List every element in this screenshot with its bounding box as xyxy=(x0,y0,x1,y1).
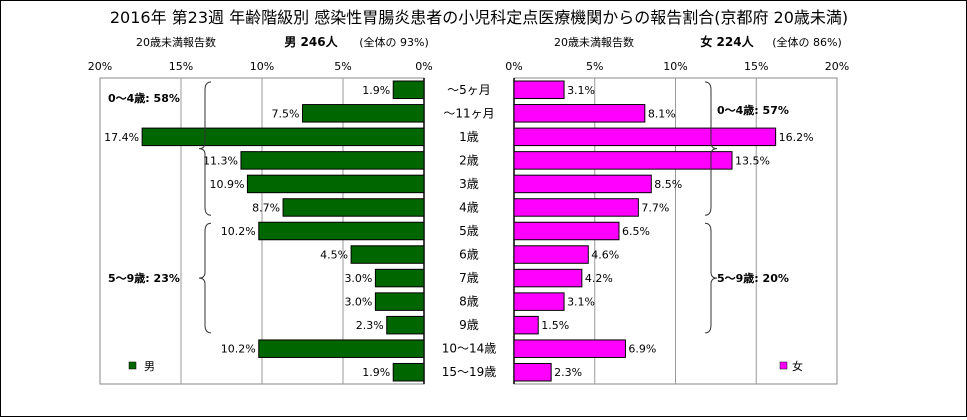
category-label: 4歳 xyxy=(459,200,479,214)
bar xyxy=(513,127,777,147)
subtitle-label: 20歳未満報告数 xyxy=(136,36,216,49)
bar xyxy=(513,174,652,194)
bar xyxy=(513,221,620,241)
annotation-label: 0～4歳: 57% xyxy=(717,103,789,117)
bar xyxy=(513,151,733,170)
data-label: 16.2% xyxy=(779,131,814,144)
bar xyxy=(513,362,552,382)
bar xyxy=(513,104,646,123)
legend-label: 女 xyxy=(792,359,803,373)
tick-label: 20% xyxy=(88,60,112,73)
data-label: 1.5% xyxy=(541,319,569,332)
data-label: 11.3% xyxy=(203,154,238,167)
annotation-label: 5～9歳: 23% xyxy=(108,271,180,285)
bar xyxy=(392,362,425,382)
category-label: 2歳 xyxy=(459,153,479,167)
category-label: 10～14歳 xyxy=(442,342,497,356)
category-label: ～5ヶ月 xyxy=(447,83,491,97)
data-label: 8.1% xyxy=(648,107,676,120)
bar xyxy=(513,292,565,311)
bar xyxy=(350,245,425,264)
bar xyxy=(513,339,626,358)
data-label: 17.4% xyxy=(104,131,139,144)
tick-label: 10% xyxy=(250,60,274,73)
data-label: 7.7% xyxy=(641,201,669,214)
annotation-label: 5～9歳: 20% xyxy=(717,271,789,285)
data-label: 3.1% xyxy=(567,296,595,309)
annotation-bracket xyxy=(198,222,212,334)
data-label: 10.2% xyxy=(221,225,256,238)
subtitle-count: 女 224人 xyxy=(700,34,754,49)
data-label: 10.9% xyxy=(209,178,244,191)
subtitle-share: (全体の 93%) xyxy=(359,35,429,49)
tick-label: 0% xyxy=(415,60,432,73)
category-label: 7歳 xyxy=(459,271,479,285)
bar xyxy=(392,80,425,100)
data-label: 4.5% xyxy=(320,249,348,262)
category-label: ～11ヶ月 xyxy=(443,106,494,120)
tick-label: 15% xyxy=(744,60,768,73)
bar xyxy=(513,245,589,264)
annotation-bracket xyxy=(704,81,718,216)
legend-swatch xyxy=(128,361,137,370)
data-label: 4.6% xyxy=(591,249,619,262)
bar xyxy=(258,221,425,241)
bar xyxy=(141,127,425,147)
category-label: 8歳 xyxy=(459,295,479,309)
category-label: 1歳 xyxy=(459,130,479,144)
male-panel: 20歳未満報告数 男 246人 (全体の 93%) 20% 15% 10% 5% 0% 1.9%… xyxy=(88,34,433,385)
data-label: 6.9% xyxy=(628,343,656,356)
tick-label: 5% xyxy=(586,60,603,73)
bar xyxy=(513,315,539,335)
bar xyxy=(282,198,425,217)
data-label: 3.0% xyxy=(344,272,372,285)
category-labels: ～5ヶ月 ～11ヶ月 1歳 2歳 3歳 4歳 5歳 6歳 7歳 8歳 9歳 10～14歳 15～19歳 xyxy=(442,83,497,379)
bar xyxy=(258,339,425,358)
data-label: 3.1% xyxy=(567,84,595,97)
category-label: 5歳 xyxy=(459,224,479,238)
annotation-bracket xyxy=(704,222,718,334)
annotation-bracket xyxy=(198,81,212,216)
data-label: 1.9% xyxy=(362,366,390,379)
tick-label: 15% xyxy=(169,60,193,73)
bar xyxy=(513,198,639,217)
bar xyxy=(240,151,425,170)
tick-label: 20% xyxy=(825,60,849,73)
data-label: 13.5% xyxy=(735,154,770,167)
category-label: 9歳 xyxy=(459,318,479,332)
female-panel: 20歳未満報告数 女 224人 (全体の 86%) 0% 5% 10% 15% 20% 3.1%… xyxy=(505,34,849,385)
chart-title: 2016年 第23週 年齢階級別 感染性胃腸炎患者の小児科定点医療機関からの報告… xyxy=(110,8,848,27)
bar xyxy=(513,80,565,100)
data-label: 8.5% xyxy=(654,178,682,191)
annotation-label: 0～4歳: 58% xyxy=(108,91,180,105)
data-label: 1.9% xyxy=(362,84,390,97)
data-label: 4.2% xyxy=(585,272,613,285)
bar xyxy=(513,268,583,288)
data-label: 7.5% xyxy=(272,107,300,120)
data-label: 2.3% xyxy=(554,366,582,379)
legend-label: 男 xyxy=(144,360,155,373)
tick-label: 10% xyxy=(663,60,687,73)
tick-label: 0% xyxy=(505,60,522,73)
legend-swatch xyxy=(779,361,788,370)
data-label: 2.3% xyxy=(356,319,384,332)
subtitle-count: 男 246人 xyxy=(284,34,338,49)
tick-label: 5% xyxy=(334,60,351,73)
category-label: 3歳 xyxy=(459,177,479,191)
data-label: 6.5% xyxy=(622,225,650,238)
bar xyxy=(246,174,425,194)
bar xyxy=(374,292,425,311)
category-label: 6歳 xyxy=(459,248,479,262)
data-label: 3.0% xyxy=(344,296,372,309)
category-label: 15～19歳 xyxy=(442,365,497,379)
data-label: 10.2% xyxy=(221,343,256,356)
data-label: 8.7% xyxy=(252,201,280,214)
subtitle-share: (全体の 86%) xyxy=(772,35,842,49)
bar xyxy=(374,268,425,288)
bar xyxy=(386,315,425,335)
bar xyxy=(302,104,425,123)
subtitle-label: 20歳未満報告数 xyxy=(554,36,634,49)
